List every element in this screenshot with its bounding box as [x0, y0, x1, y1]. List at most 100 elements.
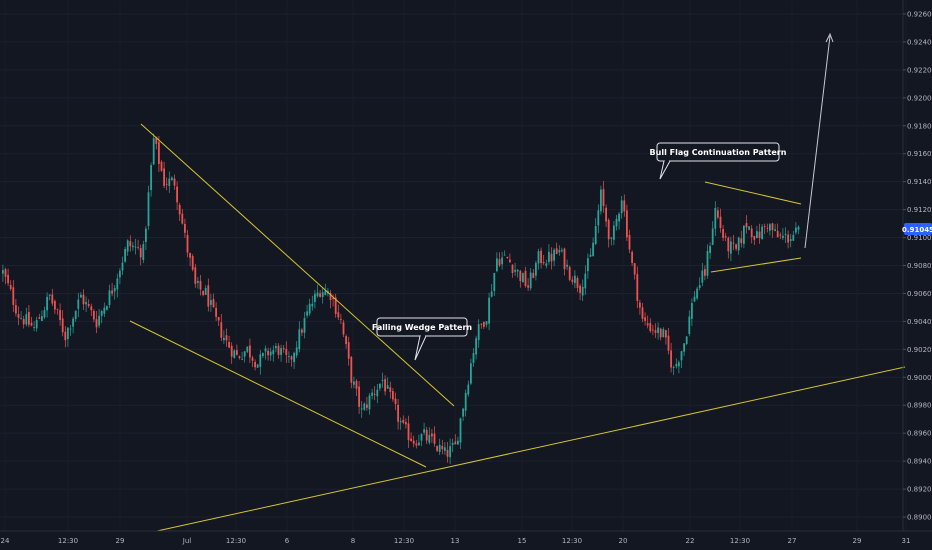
candle: [670, 342, 672, 373]
candle: [797, 225, 800, 235]
candle-body: [262, 353, 264, 357]
candle-body: [706, 250, 709, 276]
candle-body: [259, 354, 262, 367]
candles: [2, 133, 800, 465]
candle: [758, 223, 761, 244]
candle: [763, 223, 766, 235]
candle-body: [657, 327, 659, 334]
time-tick-label: 12:30: [226, 537, 246, 545]
candle-body: [51, 294, 54, 304]
candle-body: [275, 346, 277, 349]
candle: [43, 306, 46, 320]
candle-body: [152, 138, 155, 165]
candle-body: [56, 308, 59, 310]
candle: [254, 359, 256, 371]
candle-body: [48, 294, 51, 296]
candle: [256, 363, 259, 369]
candle-body: [797, 226, 800, 230]
candle-body: [600, 189, 602, 212]
candle: [756, 225, 758, 239]
candle-body: [7, 274, 9, 284]
candle: [717, 206, 719, 220]
candle-body: [719, 216, 722, 228]
candle: [215, 302, 217, 322]
candle: [178, 202, 181, 221]
candle: [454, 434, 457, 445]
candle-body: [85, 301, 87, 305]
candle-body: [792, 234, 795, 241]
candle-body: [701, 270, 704, 283]
time-tick-label: 22: [686, 537, 695, 545]
candle: [506, 256, 509, 259]
candle-body: [646, 323, 649, 326]
candle-body: [623, 200, 626, 212]
candle: [485, 321, 488, 328]
candle-body: [457, 440, 459, 445]
candle: [410, 432, 412, 442]
candle-body: [288, 356, 290, 358]
candle: [584, 265, 587, 295]
candle: [350, 356, 353, 389]
candle: [56, 308, 59, 315]
candle-body: [563, 248, 566, 270]
candle-body: [202, 290, 204, 295]
candle-body: [384, 379, 386, 392]
candle-body: [407, 423, 410, 441]
candle-body: [93, 310, 95, 320]
candle-body: [475, 338, 477, 355]
candle: [381, 372, 384, 388]
candle: [217, 316, 220, 327]
candle: [420, 433, 423, 446]
candle-body: [82, 294, 85, 305]
time-tick-label: 12:30: [562, 537, 582, 545]
candle-body: [678, 362, 680, 367]
candle-body: [256, 364, 259, 368]
candle-body: [670, 350, 672, 368]
candle-body: [441, 446, 444, 450]
candle-body: [314, 293, 316, 302]
candle-body: [511, 264, 514, 273]
candle: [480, 323, 483, 329]
candle-body: [454, 441, 457, 445]
candle-body: [25, 314, 28, 325]
candle: [204, 285, 207, 296]
candle: [46, 292, 48, 318]
candle-body: [477, 324, 480, 341]
candle-body: [581, 286, 584, 296]
candle-body: [280, 348, 282, 355]
candle-body: [399, 421, 402, 423]
projection-arrow: [804, 35, 831, 249]
candle-body: [363, 403, 366, 410]
candle-body: [316, 292, 319, 297]
candle: [618, 212, 620, 230]
candle: [314, 289, 316, 309]
time-axis[interactable]: 24 12:30 29 Jul 12:30 6 8 12:30 13 15 12:30 20 22 12:…: [0, 530, 932, 545]
candle-body: [2, 270, 4, 274]
candle-body: [108, 290, 111, 305]
current-price-badge: 0.91045: [902, 223, 932, 235]
candle-body: [215, 307, 217, 317]
candle-body: [342, 322, 345, 335]
candle: [776, 223, 779, 238]
candle-body: [423, 429, 425, 433]
candle-body: [98, 315, 100, 326]
candle-body: [249, 345, 251, 358]
candle: [727, 236, 730, 259]
candle: [38, 313, 41, 320]
candle-body: [59, 310, 61, 321]
candle-body: [782, 235, 784, 238]
candle-body: [462, 408, 464, 417]
candle: [233, 349, 236, 359]
candle: [272, 345, 275, 362]
candle-body: [613, 225, 615, 240]
candle: [189, 252, 191, 267]
candle-body: [243, 351, 246, 357]
candle-body: [186, 234, 189, 253]
